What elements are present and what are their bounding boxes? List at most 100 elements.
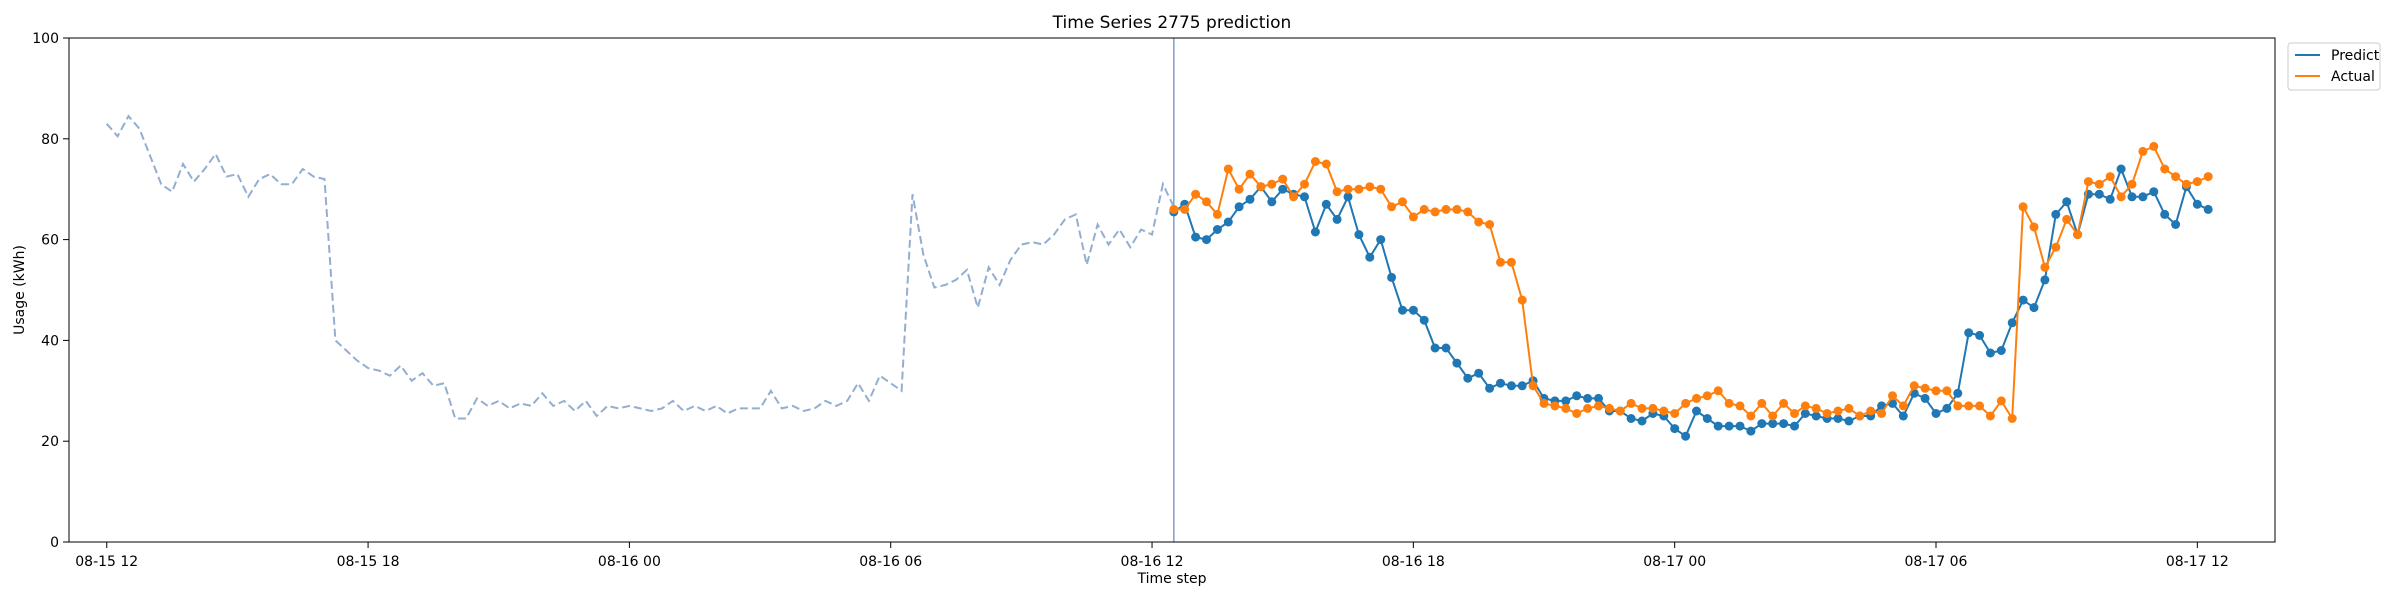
- predict-point: [1572, 391, 1582, 401]
- predict-point: [2149, 187, 2159, 197]
- predict-point: [1898, 411, 1908, 421]
- predict-point: [1234, 202, 1244, 212]
- actual-point: [1441, 204, 1451, 214]
- actual-point: [1659, 406, 1669, 416]
- predict-point: [1692, 406, 1701, 416]
- actual-point: [1735, 401, 1745, 411]
- predict-point: [1975, 330, 1985, 340]
- actual-point: [1419, 204, 1429, 214]
- x-tick-label: 08-16 18: [1382, 554, 1445, 570]
- actual-point: [1920, 383, 1930, 393]
- actual-point: [2029, 222, 2039, 232]
- actual-point: [1180, 204, 1190, 214]
- x-tick-label: 08-16 00: [598, 554, 661, 570]
- actual-point: [1278, 174, 1288, 184]
- predict-point: [2171, 220, 2181, 229]
- predict-point: [1332, 214, 1342, 224]
- predict-point: [1670, 424, 1680, 434]
- actual-point: [2192, 177, 2202, 187]
- actual-point: [2007, 414, 2017, 423]
- predict-point: [1212, 225, 1222, 234]
- actual-point: [2073, 230, 2083, 240]
- x-axis-label: Time step: [1137, 571, 1207, 587]
- actual-point: [1517, 295, 1527, 305]
- actual-point: [1811, 403, 1821, 413]
- predict-point: [2094, 189, 2104, 199]
- actual-point: [1942, 386, 1952, 396]
- actual-point: [2051, 242, 2061, 252]
- predict-point: [2018, 295, 2028, 305]
- actual-point: [1496, 257, 1505, 267]
- y-tick-label: 60: [41, 233, 59, 249]
- actual-point: [1256, 182, 1266, 192]
- actual-point: [1408, 212, 1418, 222]
- predict-point: [1387, 272, 1397, 282]
- predict-point: [1594, 393, 1603, 403]
- actual-point: [2105, 172, 2115, 182]
- actual-point: [1790, 409, 1799, 418]
- predict-point: [1343, 192, 1353, 202]
- predict-point: [1485, 383, 1495, 393]
- predict-point: [1430, 343, 1440, 353]
- predict-point: [1920, 393, 1930, 403]
- predict-point: [1953, 388, 1963, 398]
- predict-point: [1376, 235, 1386, 245]
- predict-point: [1702, 414, 1712, 423]
- predict-line: [1173, 166, 2209, 438]
- predict-point: [1735, 421, 1745, 431]
- actual-point: [1996, 396, 2006, 406]
- predict-point: [1790, 421, 1799, 431]
- actual-point: [1888, 391, 1897, 401]
- actual-point: [1191, 189, 1201, 199]
- actual-point: [1757, 398, 1767, 408]
- predict-point: [1245, 194, 1255, 204]
- predict-point: [1278, 184, 1288, 194]
- predict-point: [2007, 318, 2017, 328]
- predict-point: [1354, 230, 1364, 240]
- actual-point: [1637, 403, 1647, 413]
- predict-point: [2203, 204, 2213, 214]
- predict-point: [2029, 303, 2039, 313]
- actual-point: [1746, 411, 1756, 421]
- legend: Predict Actual: [2287, 42, 2381, 91]
- predict-point: [2138, 192, 2148, 202]
- actual-point: [2160, 164, 2170, 174]
- predict-point: [1931, 409, 1941, 418]
- predict-point: [1496, 378, 1505, 388]
- predict-point: [1267, 197, 1277, 207]
- predict-point: [1768, 419, 1778, 429]
- actual-point: [1310, 157, 1320, 166]
- actual-point: [1615, 406, 1625, 416]
- legend-label-actual: Actual: [2331, 69, 2375, 85]
- predict-point: [1408, 305, 1418, 315]
- actual-point: [2127, 179, 2137, 189]
- history-line: [105, 114, 1175, 420]
- predict-point: [1996, 346, 2006, 355]
- predict-point: [1398, 305, 1407, 315]
- actual-point: [1376, 184, 1386, 194]
- predict-point: [1561, 396, 1571, 406]
- actual-point: [1964, 401, 1974, 411]
- x-tick-label: 08-17 12: [2166, 554, 2229, 570]
- axes: 0 20 40 60 80 100 08-15 12 08-15 18 08-16 00 08-1…: [32, 31, 2229, 570]
- actual-point: [1528, 381, 1538, 391]
- predict-point: [1300, 192, 1309, 202]
- actual-point: [1398, 197, 1407, 207]
- actual-point: [1866, 406, 1876, 416]
- actual-point: [1430, 207, 1440, 217]
- x-tick-label: 08-16 06: [859, 554, 922, 570]
- actual-point: [1354, 184, 1364, 194]
- actual-point: [1474, 217, 1484, 227]
- predict-point: [1310, 227, 1320, 237]
- x-tick-label: 08-17 06: [1905, 554, 1968, 570]
- y-axis-label: Usage (kWh): [12, 245, 28, 335]
- actual-point: [1234, 184, 1244, 194]
- predict-point: [1681, 431, 1691, 441]
- actual-point: [1387, 202, 1397, 212]
- actual-point: [1463, 207, 1473, 217]
- predict-point: [1223, 217, 1233, 227]
- actual-point: [1223, 164, 1233, 174]
- actual-point: [2181, 179, 2191, 189]
- chart-title: Time Series 2775 prediction: [1052, 13, 1292, 33]
